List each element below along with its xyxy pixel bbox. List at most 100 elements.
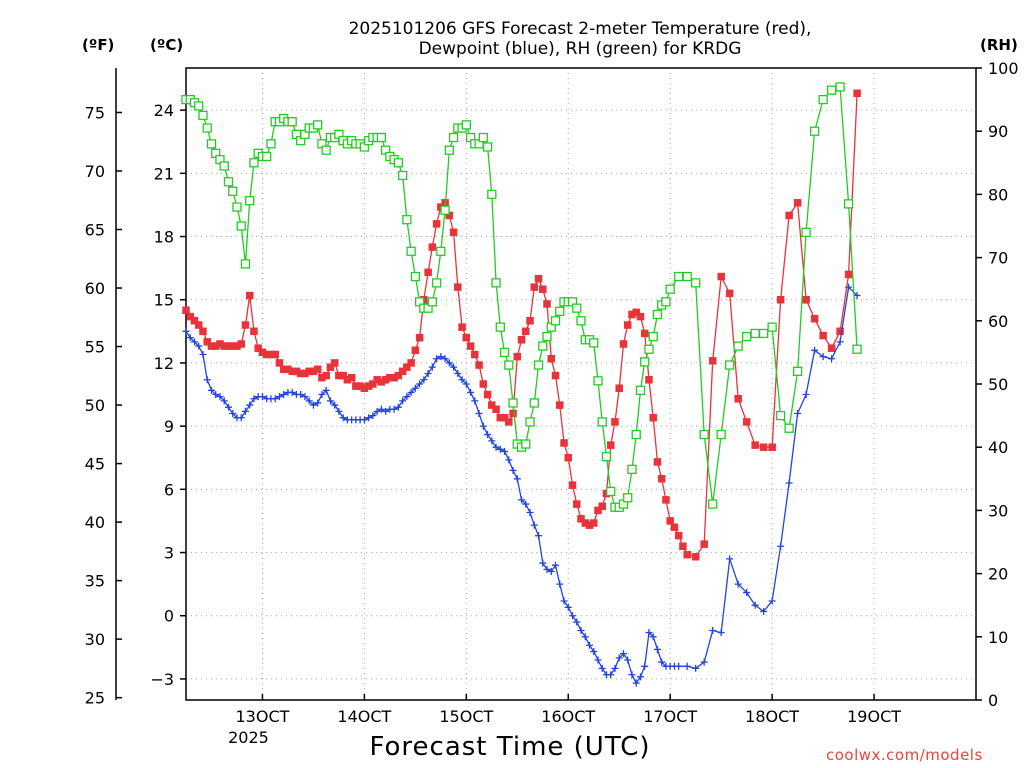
dewpoint-point: [692, 664, 700, 672]
temperature-point: [844, 270, 853, 279]
dewpoint-point: [433, 355, 441, 363]
x-tick-sublabel: 2025: [228, 728, 269, 747]
rh-point: [784, 423, 794, 433]
dewpoint-point: [399, 397, 407, 405]
dewpoint-point: [314, 399, 322, 407]
rh-point: [245, 196, 255, 206]
dewpoint-point: [318, 391, 326, 399]
dewpoint-point: [475, 409, 483, 417]
temperature-point: [734, 394, 742, 403]
dewpoint-point: [653, 645, 661, 653]
dewpoint-point: [331, 401, 339, 409]
temperature-point: [577, 515, 585, 523]
rh-tick-label: 50: [988, 375, 1008, 394]
temperature-point: [462, 333, 471, 342]
dewpoint-point: [607, 671, 615, 679]
temperature-point: [632, 308, 640, 317]
temperature-point: [827, 344, 836, 352]
dewpoint-point: [556, 580, 564, 588]
temperature-point: [691, 552, 700, 561]
rh-point: [198, 110, 208, 121]
dewpoint-point: [526, 509, 534, 517]
temperature-point: [407, 359, 415, 367]
dewpoint-point: [241, 407, 249, 415]
dewpoint-point: [203, 376, 211, 384]
rh-tick-label: 100: [988, 59, 1019, 78]
rh-axis-unit: (RH): [980, 36, 1018, 54]
dewpoint-point: [229, 409, 237, 417]
temperature-point: [793, 199, 802, 207]
dewpoint-point: [246, 401, 254, 409]
dewpoint-point: [471, 397, 479, 405]
celsius-tick-label: 21: [154, 164, 174, 183]
rh-point: [478, 132, 488, 143]
rh-point: [508, 398, 518, 408]
fahrenheit-tick-label: 35: [85, 572, 105, 591]
celsius-tick-label: 12: [154, 354, 174, 373]
dewpoint-point: [513, 475, 521, 483]
temperature-point: [543, 300, 551, 308]
dewpoint-point: [658, 658, 666, 666]
dewpoint-point: [390, 405, 398, 413]
temperature-point: [640, 329, 649, 338]
rh-point: [266, 139, 276, 149]
temperature-point: [657, 475, 666, 483]
dewpoint-point: [488, 437, 496, 445]
rh-point: [852, 344, 862, 354]
rh-point: [835, 82, 845, 92]
temperature-point: [369, 380, 377, 388]
dewpoint-point: [560, 597, 568, 605]
dewpoint-point: [207, 386, 215, 394]
x-tick-label: 18OCT: [745, 707, 799, 726]
rh-point: [194, 101, 204, 111]
dewpoint-point: [394, 403, 402, 411]
rh-point: [529, 398, 539, 408]
dewpoint-point: [275, 393, 283, 401]
rh-point: [767, 322, 777, 332]
temperature-point: [776, 295, 785, 304]
dewpoint-point: [220, 397, 228, 405]
rh-point: [397, 170, 408, 181]
temperature-point: [449, 228, 458, 237]
dewpoint-point: [734, 580, 742, 588]
rh-tick-label: 80: [988, 185, 1008, 204]
rh-point: [444, 145, 454, 155]
fahrenheit-tick-label: 50: [85, 396, 105, 415]
rh-point: [801, 227, 811, 237]
rh-point: [249, 158, 259, 168]
temperature-point: [322, 371, 330, 380]
x-axis-title: Forecast Time (UTC): [369, 732, 651, 762]
dewpoint-point: [700, 658, 708, 666]
rh-point: [461, 120, 471, 130]
temperature-point: [785, 211, 793, 220]
dewpoint-point: [539, 559, 547, 567]
temperature-point: [509, 409, 517, 418]
temperature-point: [568, 481, 577, 489]
dewpoint-point: [377, 405, 385, 413]
rh-tick-label: 90: [988, 122, 1008, 141]
rh-point: [262, 151, 272, 162]
temperature-point: [649, 413, 657, 422]
rh-point: [674, 271, 684, 282]
temperature-point: [432, 220, 441, 228]
temperature-point: [339, 371, 347, 380]
dewpoint-point: [297, 391, 305, 399]
rh-point: [287, 117, 297, 127]
plot-frame: [185, 67, 977, 701]
temperature-point: [411, 346, 420, 355]
temperature-point: [458, 323, 466, 331]
fahrenheit-tick-label: 40: [85, 513, 105, 532]
temperature-point: [466, 342, 475, 350]
dewpoint-point: [305, 397, 313, 405]
rh-point: [436, 246, 446, 256]
rh-point: [635, 385, 646, 395]
dewpoint-point: [190, 338, 198, 346]
rh-point: [572, 303, 582, 313]
dewpoint-point: [505, 456, 513, 464]
fahrenheit-tick-label: 70: [85, 162, 105, 181]
dewpoint-point: [365, 414, 373, 422]
celsius-tick-label: 6: [164, 480, 174, 499]
fahrenheit-tick-label: 25: [85, 689, 105, 708]
temperature-point: [271, 350, 279, 359]
dewpoint-point: [632, 679, 640, 687]
